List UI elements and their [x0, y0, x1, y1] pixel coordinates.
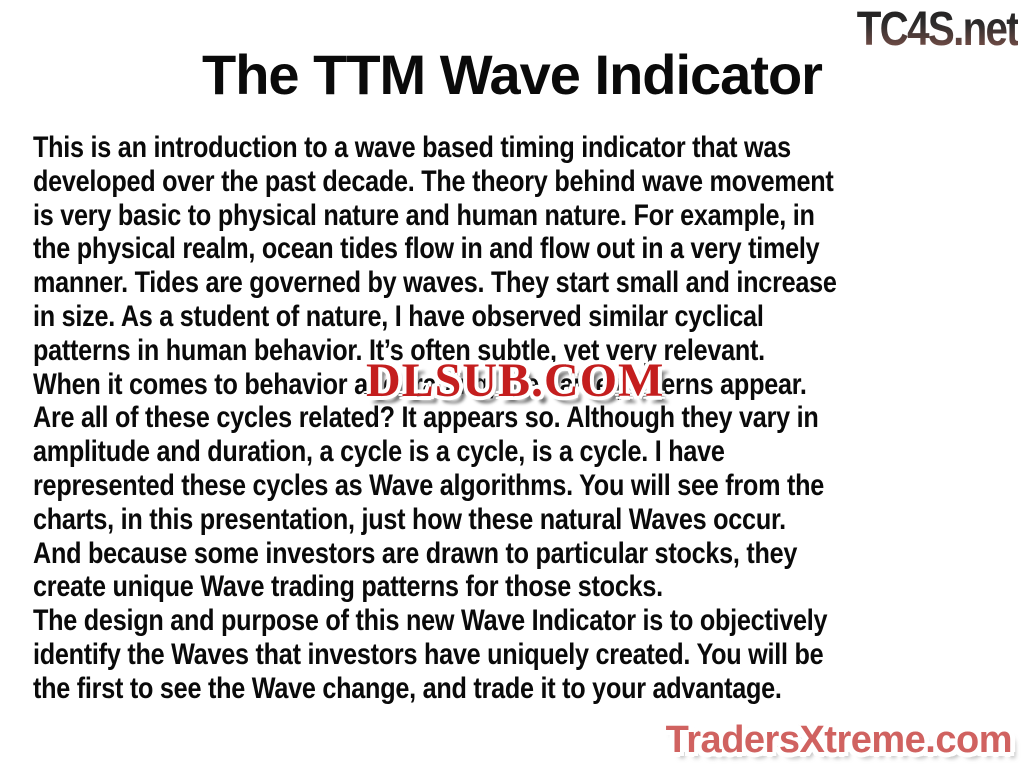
body-line: developed over the past decade. The theo… — [33, 164, 834, 198]
body-line: represented these cycles as Wave algorit… — [33, 468, 825, 502]
body-line: create unique Wave trading patterns for … — [33, 570, 663, 604]
body-line: When it comes to behavior and trading, t… — [33, 367, 807, 401]
body-line: is very basic to physical nature and hum… — [33, 198, 815, 232]
body-line: And because some investors are drawn to … — [33, 536, 798, 570]
body-line: manner. Tides are governed by waves. The… — [33, 266, 837, 300]
tc4s-watermark: TC4S.net — [856, 3, 1020, 56]
tradersxtreme-watermark: TradersXtreme.com — [665, 718, 1014, 762]
slide-title: The TTM Wave Indicator — [202, 43, 823, 106]
dlsub-watermark: DLSUB.COM — [366, 354, 665, 407]
slide-body: This is an introduction to a wave based … — [33, 131, 1024, 706]
body-line: The design and purpose of this new Wave … — [33, 604, 828, 638]
body-line: charts, in this presentation, just how t… — [33, 502, 786, 536]
body-line: in size. As a student of nature, I have … — [33, 299, 764, 333]
body-line: identify the Waves that investors have u… — [33, 637, 824, 671]
body-line: patterns in human behavior. It’s often s… — [33, 333, 765, 367]
body-line: amplitude and duration, a cycle is a cyc… — [33, 435, 725, 469]
body-line: Are all of these cycles related? It appe… — [33, 401, 819, 435]
body-line: the first to see the Wave change, and tr… — [33, 671, 782, 705]
body-line: the physical realm, ocean tides flow in … — [33, 232, 820, 266]
body-line: This is an introduction to a wave based … — [33, 131, 791, 164]
